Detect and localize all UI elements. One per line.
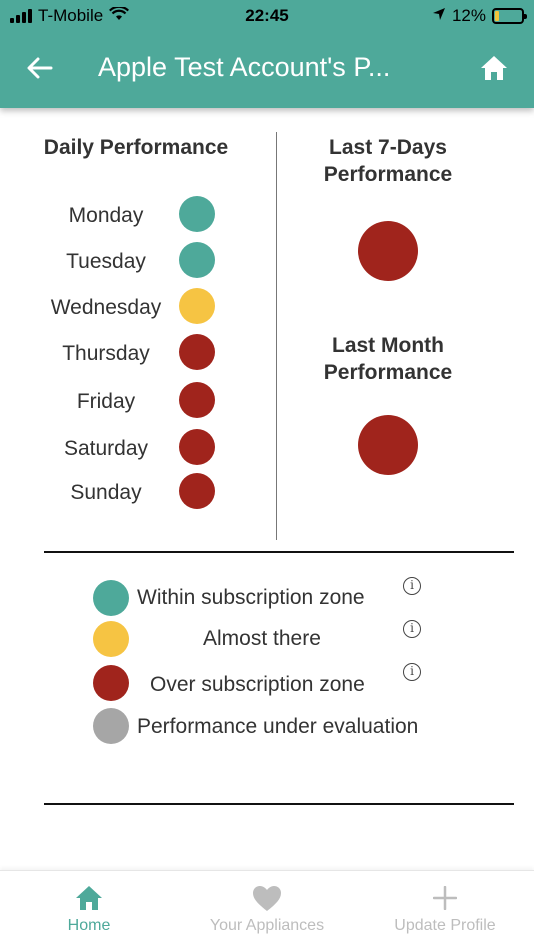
day-status-dot-thursday — [179, 334, 215, 370]
last-month-title-line1: Last Month — [332, 334, 444, 357]
home-icon — [481, 56, 507, 80]
last7-title: Last 7-Days Performance — [288, 134, 488, 188]
info-icon[interactable]: i — [403, 663, 421, 681]
info-icon[interactable]: i — [403, 577, 421, 595]
nav-home[interactable]: Home — [0, 871, 178, 950]
nav-update-profile-label: Update Profile — [394, 917, 496, 934]
day-status-dot-tuesday — [179, 242, 215, 278]
legend-dot-within — [93, 580, 129, 616]
nav-your-appliances-label: Your Appliances — [209, 917, 325, 934]
vertical-divider — [276, 132, 277, 540]
last7-title-line2: Performance — [323, 163, 453, 186]
day-label-monday: Monday — [68, 204, 144, 227]
info-icon[interactable]: i — [403, 620, 421, 638]
legend-dot-over — [93, 665, 129, 701]
legend-bottom-divider — [44, 803, 514, 805]
status-bar: T-Mobile 22:45 12% — [0, 0, 534, 32]
legend-top-divider — [44, 551, 514, 553]
location-arrow-icon — [432, 6, 446, 26]
last-month-status-dot — [358, 415, 418, 475]
signal-icon — [10, 9, 32, 23]
heart-icon — [253, 885, 281, 911]
status-left: T-Mobile — [10, 5, 130, 26]
day-label-wednesday: Wednesday — [50, 296, 162, 319]
home-icon — [76, 886, 102, 910]
status-right: 12% — [432, 6, 527, 26]
page-title: Apple Test Account's P... — [98, 52, 391, 82]
last-month-title: Last Month Performance — [288, 332, 488, 386]
day-label-saturday: Saturday — [63, 437, 149, 460]
last7-title-line1: Last 7-Days — [329, 136, 447, 159]
arrow-left-icon — [27, 57, 53, 79]
day-label-sunday: Sunday — [70, 481, 142, 504]
battery-icon — [492, 8, 527, 24]
status-time: 22:45 — [245, 6, 289, 25]
legend-label-almost: Almost there — [203, 627, 321, 650]
top-bar: T-Mobile 22:45 12% Apple Test Account's … — [0, 0, 534, 108]
battery-percent: 12% — [451, 6, 486, 25]
legend-dot-almost — [93, 621, 129, 657]
daily-performance-title: Daily Performance — [43, 136, 229, 159]
app-header: Apple Test Account's P... — [0, 32, 534, 108]
day-status-dot-wednesday — [179, 288, 215, 324]
last7-status-dot — [358, 221, 418, 281]
day-status-dot-friday — [179, 382, 215, 418]
legend-dot-evaluation — [93, 708, 129, 744]
day-status-dot-sunday — [179, 473, 215, 509]
day-status-dot-saturday — [179, 429, 215, 465]
last-month-title-line2: Performance — [323, 361, 453, 384]
home-header-button[interactable] — [476, 50, 512, 86]
day-label-tuesday: Tuesday — [66, 250, 146, 273]
wifi-icon — [109, 5, 130, 26]
legend-label-over: Over subscription zone — [150, 673, 365, 696]
day-label-friday: Friday — [76, 390, 136, 413]
nav-home-label: Home — [67, 917, 111, 934]
nav-your-appliances[interactable]: Your Appliances — [178, 871, 356, 950]
nav-update-profile[interactable]: Update Profile — [356, 871, 534, 950]
legend-label-evaluation: Performance under evaluation — [137, 715, 419, 738]
back-button[interactable] — [24, 48, 56, 88]
carrier-name: T-Mobile — [38, 6, 104, 25]
day-label-thursday: Thursday — [62, 342, 150, 365]
legend-label-within: Within subscription zone — [137, 586, 365, 609]
plus-icon — [433, 886, 457, 910]
bottom-nav: Home Your Appliances Update Profile — [0, 870, 534, 950]
day-status-dot-monday — [179, 196, 215, 232]
